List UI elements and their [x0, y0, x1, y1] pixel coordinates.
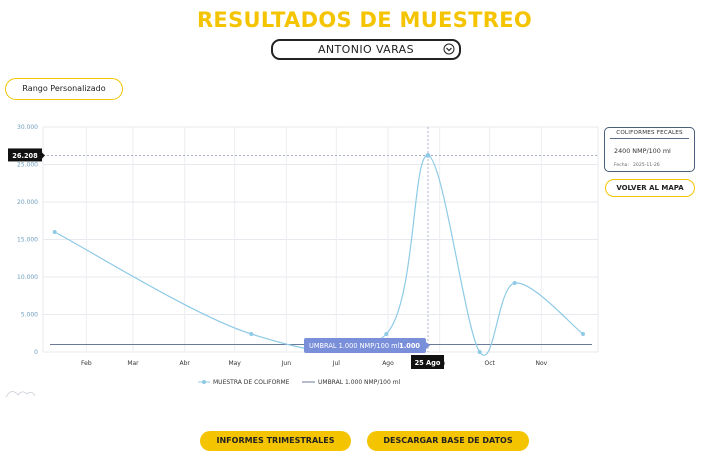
chevron-down-icon [443, 43, 455, 55]
x-tick-label: Jul [332, 360, 341, 367]
custom-range-button[interactable]: Rango Personalizado [5, 78, 123, 100]
sample-series-line [54, 154, 584, 356]
sample-point-hovered [425, 153, 431, 158]
info-card-title: COLIFORMES FECALES [616, 130, 683, 136]
info-card: COLIFORMES FECALES 2400 NMP/100 ml Fecha… [604, 127, 695, 172]
info-card-date: 2025-11-26 [633, 163, 660, 168]
quarterly-reports-button[interactable]: INFORMES TRIMESTRALES [200, 431, 351, 451]
legend-threshold-label: UMBRAL 1.000 NMP/100 ml [318, 379, 401, 386]
legend-sample-marker [202, 380, 206, 384]
threshold-tooltip-label: UMBRAL 1.000 NMP/100 ml: [309, 342, 402, 350]
crosshair-x-label: 25 Ago [415, 359, 441, 367]
legend-sample-label: MUESTRA DE COLIFORME [213, 379, 290, 386]
sample-point [477, 350, 482, 354]
y-tick-label: 20.000 [17, 199, 38, 206]
threshold-tooltip-pointer [426, 342, 430, 349]
download-database-button[interactable]: DESCARGAR BASE DE DATOS [367, 431, 529, 451]
x-tick-label: Nov [535, 360, 547, 367]
threshold-tooltip-value: 1.000 [399, 342, 420, 350]
wave-logo-icon [5, 391, 36, 398]
crosshair-y-label-box [8, 148, 42, 162]
sample-point [52, 230, 57, 234]
back-to-map-button[interactable]: VOLVER AL MAPA [605, 179, 695, 197]
y-tick-label: 25.000 [17, 162, 38, 169]
sample-point [581, 332, 585, 336]
x-tick-label: May [228, 360, 241, 367]
x-tick-label: Mar [127, 360, 139, 367]
x-tick-label: Feb [81, 360, 92, 367]
threshold-tooltip-box [304, 338, 426, 353]
sample-point [384, 332, 389, 336]
info-card-value: 2400 NMP/100 ml [614, 147, 671, 155]
sample-point [512, 281, 517, 285]
info-card-date-label: Fecha: [614, 163, 630, 168]
y-tick-label: 10.000 [17, 274, 38, 281]
site-select[interactable]: ANTONIO VARAS [271, 39, 461, 60]
y-tick-label: 0 [34, 349, 38, 356]
y-tick-label: 5.000 [21, 312, 38, 319]
crosshair-y-label: 26.208 [12, 152, 38, 160]
crosshair-x-label-box [411, 355, 444, 369]
x-tick-label: Abr [179, 360, 190, 367]
y-tick-label: 30.000 [17, 124, 38, 131]
info-card-divider [610, 138, 689, 139]
sample-point [249, 332, 254, 336]
y-tick-label: 15.000 [17, 237, 38, 244]
page-title: RESULTADOS DE MUESTREO [196, 8, 533, 32]
x-tick-label: Oct [484, 360, 495, 367]
crosshair-y-label-pointer [42, 152, 45, 159]
x-tick-label: Jun [281, 360, 292, 367]
x-tick-label: Ago [382, 360, 394, 367]
site-select-value: ANTONIO VARAS [317, 43, 414, 56]
